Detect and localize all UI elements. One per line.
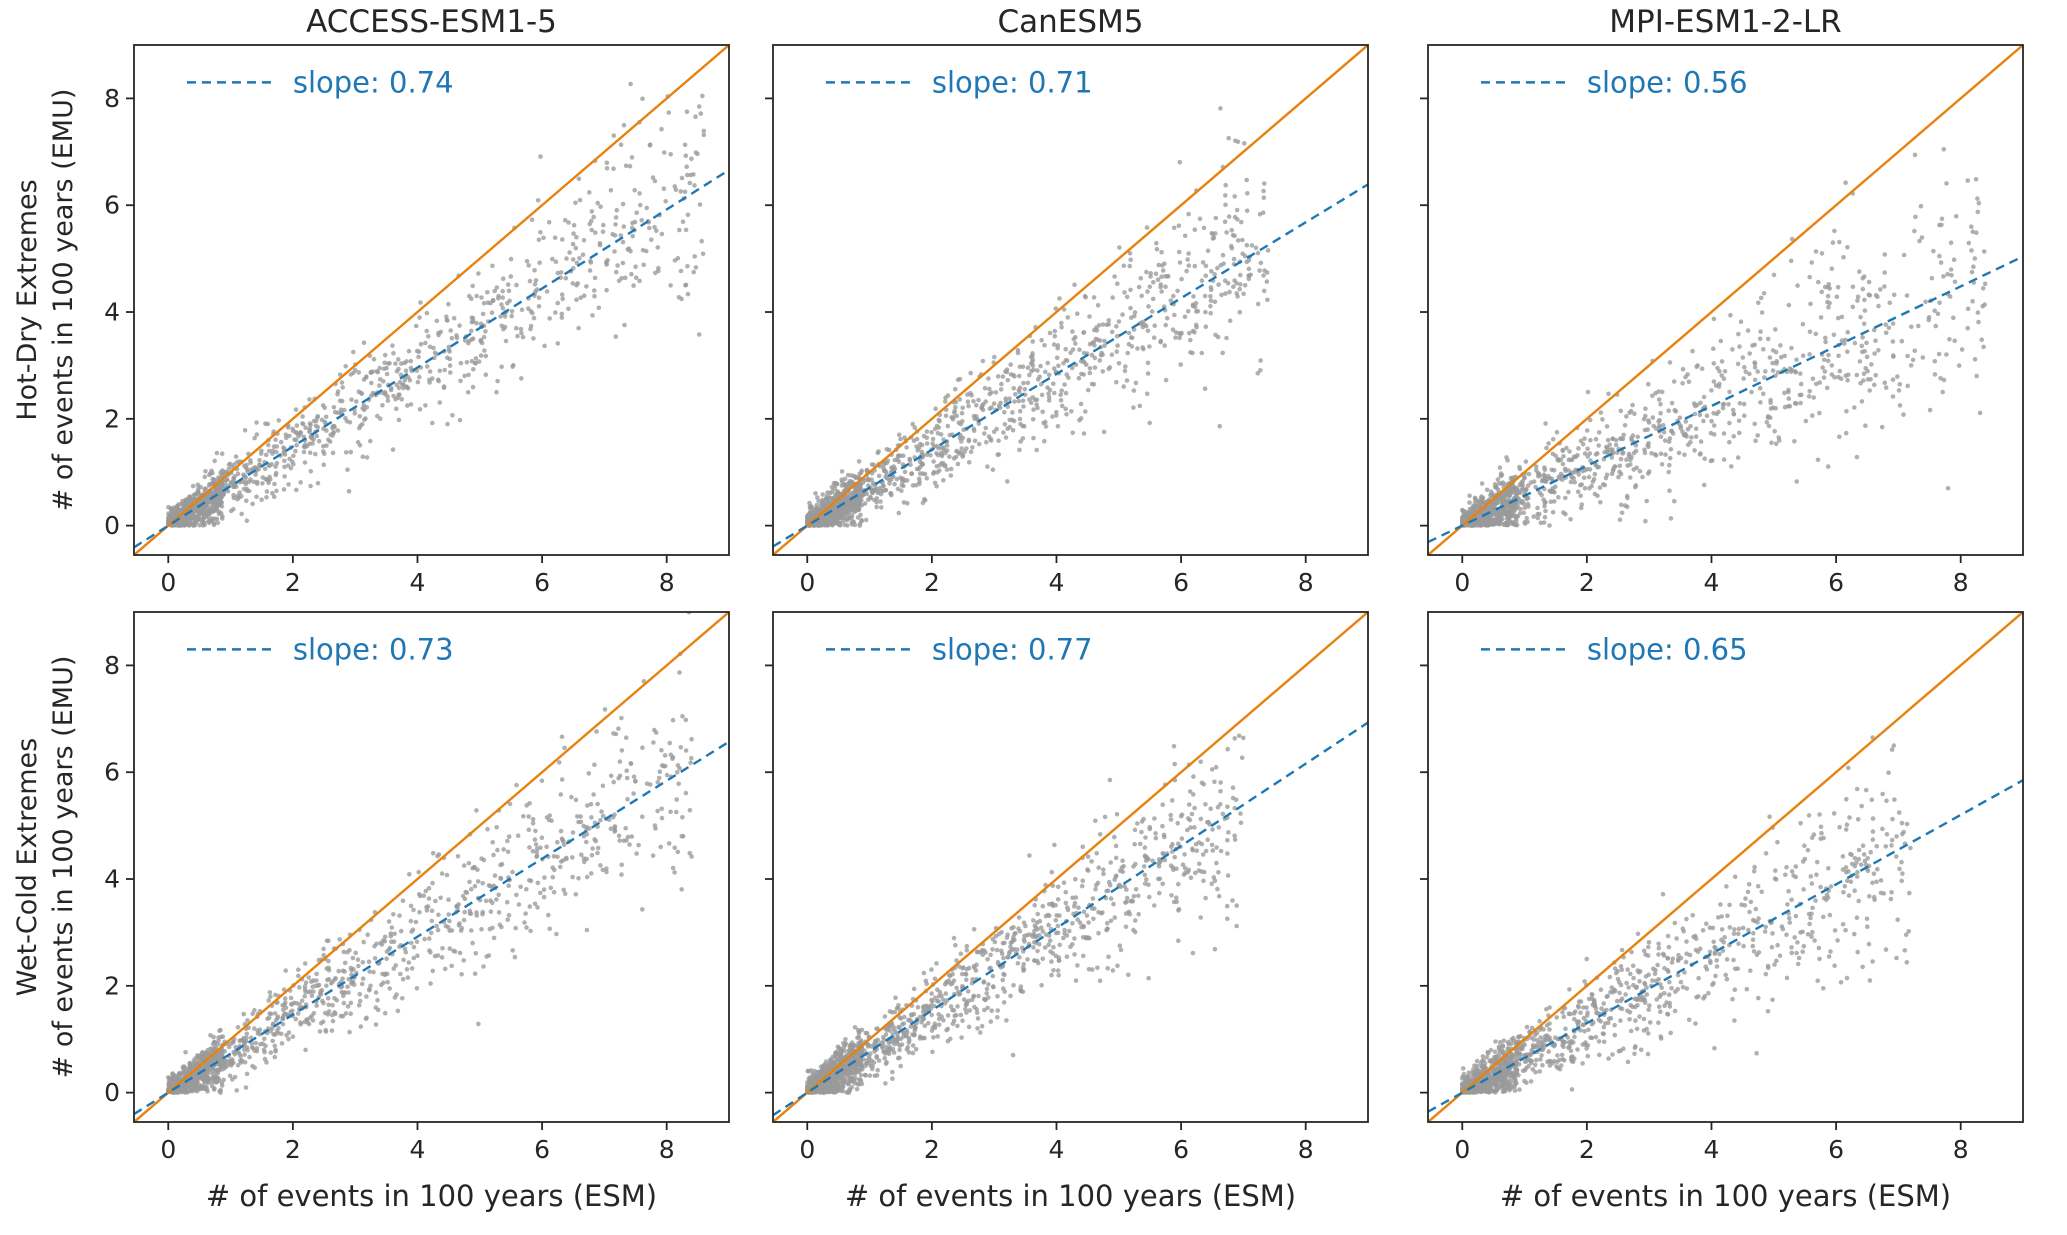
x-tick-label: 4 xyxy=(410,568,426,597)
column-title: ACCESS-ESM1-5 xyxy=(306,4,557,40)
x-tick-label: 4 xyxy=(1049,568,1065,597)
scatter-points xyxy=(805,733,1246,1095)
axes-box xyxy=(772,611,1369,1123)
x-tick-label: 0 xyxy=(799,1135,815,1164)
slope-label: slope: 0.77 xyxy=(932,632,1093,666)
panel-wet-cold-extremes-canesm5: slope: 0.77 0 2 4 6 8# of events in 100 years… xyxy=(765,611,1369,1213)
axes-box xyxy=(1427,44,2024,556)
scatter-points xyxy=(1460,147,1988,528)
y-tick-label: 0 xyxy=(104,511,120,540)
fit-line xyxy=(134,740,729,1116)
identity-line xyxy=(134,45,729,555)
x-tick-label: 8 xyxy=(1298,568,1314,597)
y-tick-label: 6 xyxy=(104,191,120,220)
column-title: MPI-ESM1-2-LR xyxy=(1609,4,1841,40)
y-tick-label: 0 xyxy=(104,1078,120,1107)
row-label: Wet-Cold Extremes xyxy=(12,738,43,996)
x-tick-label: 8 xyxy=(659,1135,675,1164)
slope-label: slope: 0.65 xyxy=(1587,632,1748,666)
x-tick-label: 8 xyxy=(1953,568,1969,597)
x-tick-label: 8 xyxy=(659,568,675,597)
y-tick-label: 4 xyxy=(104,298,120,327)
y-axis-title: # of events in 100 years (EMU) xyxy=(48,656,79,1079)
x-axis-title: # of events in 100 years (ESM) xyxy=(845,1179,1296,1213)
x-tick-label: 4 xyxy=(410,1135,426,1164)
x-tick-label: 6 xyxy=(1173,568,1189,597)
slope-label: slope: 0.56 xyxy=(1587,65,1748,99)
x-tick-label: 4 xyxy=(1704,1135,1720,1164)
scatter-points xyxy=(166,81,707,528)
axes-box xyxy=(1427,611,2024,1123)
x-tick-label: 6 xyxy=(1173,1135,1189,1164)
slope-label: slope: 0.71 xyxy=(932,65,1093,99)
panel-hot-dry-extremes-access-esm1-5: slope: 0.74 0 2 4 6 8 0 2 4 6 8 ACCESS-ESM1-5 Hot-Dr… xyxy=(12,4,730,597)
y-tick-label: 8 xyxy=(104,84,120,113)
y-axis-title: # of events in 100 years (EMU) xyxy=(48,89,79,512)
x-tick-label: 2 xyxy=(285,568,301,597)
axes-box xyxy=(133,611,730,1123)
fit-line xyxy=(773,721,1368,1117)
axes-box xyxy=(133,44,730,556)
x-tick-label: 2 xyxy=(1579,568,1595,597)
x-tick-label: 0 xyxy=(160,568,176,597)
x-tick-label: 4 xyxy=(1704,568,1720,597)
y-tick-label: 4 xyxy=(104,865,120,894)
x-tick-label: 4 xyxy=(1049,1135,1065,1164)
x-tick-label: 0 xyxy=(160,1135,176,1164)
panel-wet-cold-extremes-mpi-esm1-2-lr: slope: 0.65 0 2 4 6 8# of events in 100 years… xyxy=(1420,611,2024,1213)
x-tick-label: 6 xyxy=(1828,1135,1844,1164)
x-tick-label: 8 xyxy=(1953,1135,1969,1164)
identity-line xyxy=(773,45,1368,555)
panel-hot-dry-extremes-canesm5: slope: 0.71 0 2 4 6 8 CanESM5 xyxy=(765,4,1369,597)
x-tick-label: 0 xyxy=(1454,568,1470,597)
row-label: Hot-Dry Extremes xyxy=(12,179,43,420)
fit-line xyxy=(1428,779,2023,1113)
y-tick-label: 8 xyxy=(104,651,120,680)
x-tick-label: 2 xyxy=(924,1135,940,1164)
fit-line xyxy=(773,183,1368,548)
x-tick-label: 6 xyxy=(534,1135,550,1164)
axes-box xyxy=(772,44,1369,556)
slope-label: slope: 0.74 xyxy=(293,65,454,99)
column-title: CanESM5 xyxy=(997,4,1143,40)
y-tick-label: 2 xyxy=(104,971,120,1000)
scatter-points xyxy=(1460,735,1913,1095)
scatter-points xyxy=(805,106,1271,528)
x-tick-label: 0 xyxy=(799,568,815,597)
x-tick-label: 2 xyxy=(924,568,940,597)
panel-hot-dry-extremes-mpi-esm1-2-lr: slope: 0.56 0 2 4 6 8 MPI-ESM1-2-LR xyxy=(1420,4,2024,597)
x-tick-label: 6 xyxy=(1828,568,1844,597)
x-tick-label: 8 xyxy=(1298,1135,1314,1164)
x-tick-label: 2 xyxy=(1579,1135,1595,1164)
identity-line xyxy=(773,612,1368,1122)
identity-line xyxy=(134,612,729,1122)
identity-line xyxy=(1428,45,2023,555)
scatter-points xyxy=(166,612,694,1095)
slope-label: slope: 0.73 xyxy=(293,632,454,666)
x-axis-title: # of events in 100 years (ESM) xyxy=(206,1179,657,1213)
x-tick-label: 2 xyxy=(285,1135,301,1164)
fit-line xyxy=(134,168,729,549)
y-tick-label: 6 xyxy=(104,758,120,787)
x-tick-label: 6 xyxy=(534,568,550,597)
identity-line xyxy=(1428,612,2023,1122)
x-tick-label: 0 xyxy=(1454,1135,1470,1164)
fit-line xyxy=(1428,255,2023,544)
x-axis-title: # of events in 100 years (ESM) xyxy=(1500,1179,1951,1213)
y-tick-label: 2 xyxy=(104,404,120,433)
